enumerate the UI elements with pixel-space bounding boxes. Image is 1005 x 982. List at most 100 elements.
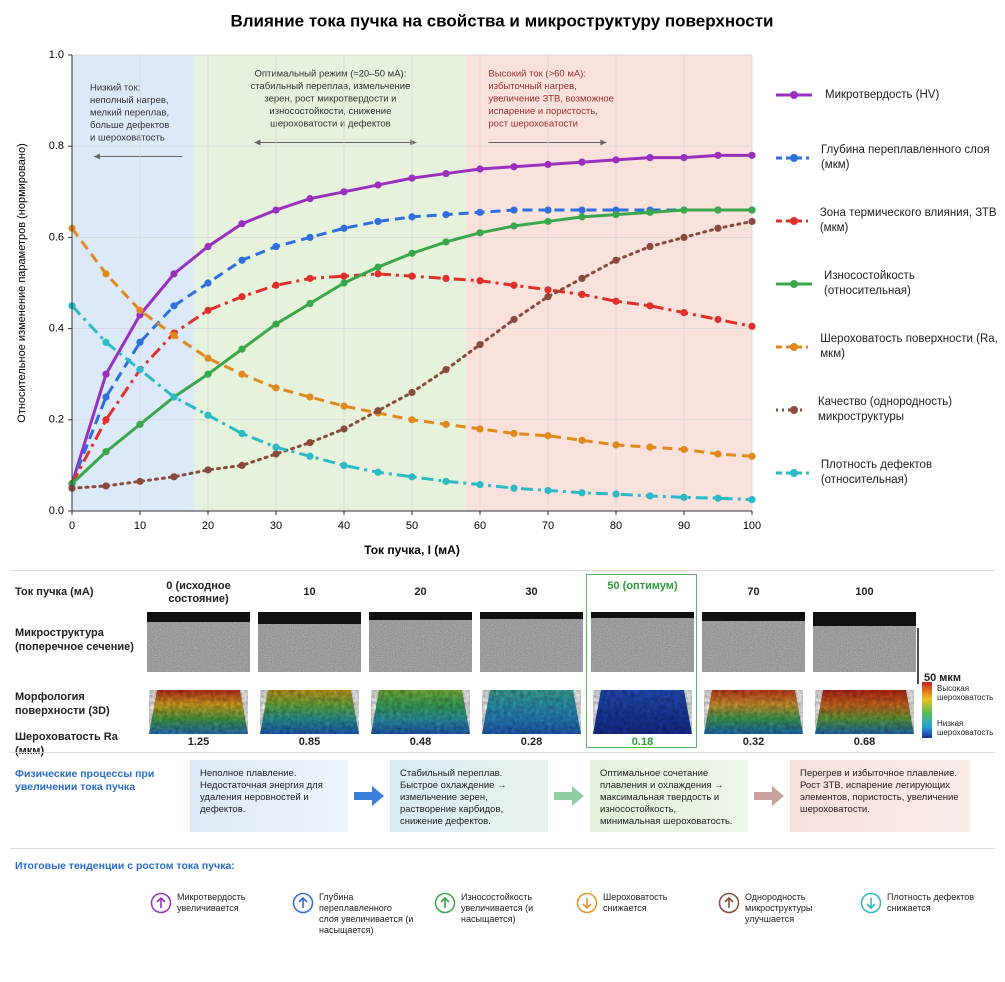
icon-arrow <box>724 896 734 908</box>
ra-value: 0.18 <box>631 736 654 748</box>
y-tick-label: 0.2 <box>49 414 64 426</box>
data-point <box>102 370 110 378</box>
data-point <box>544 206 552 214</box>
micro-noise <box>591 612 694 672</box>
data-point <box>340 425 348 433</box>
ra-value: 0.32 <box>742 736 765 748</box>
legend-item: Износостойкость (относительная) <box>775 264 1000 304</box>
data-point <box>408 213 416 221</box>
data-point <box>170 331 178 340</box>
legend-item: Глубина переплавленного слоя (мкм) <box>775 138 1000 178</box>
data-point <box>374 407 382 415</box>
micro-top <box>147 612 250 622</box>
region-note: рост шероховатости <box>488 119 578 130</box>
data-point <box>544 293 552 301</box>
data-point <box>272 242 280 251</box>
arrow-shape <box>354 786 384 806</box>
data-point <box>306 274 314 283</box>
morphology-image <box>482 690 581 734</box>
data-point <box>612 211 620 219</box>
icon-arrow <box>298 896 308 908</box>
morphology-image <box>260 690 359 734</box>
data-point <box>374 270 382 278</box>
column-header: 0 (исходное состояние) <box>166 580 231 605</box>
data-point <box>408 272 416 280</box>
colorbar-rect <box>922 682 932 738</box>
y-tick-label: 0.4 <box>49 323 64 335</box>
data-point <box>578 489 586 497</box>
colorbar-low: Низкая шероховатость <box>937 719 994 737</box>
data-point <box>442 477 450 485</box>
legend-marker <box>790 217 798 225</box>
process-box: Перегрев и избыточное плавление. Рост ЗТ… <box>790 760 970 832</box>
data-point <box>374 263 382 271</box>
data-point <box>102 393 110 401</box>
column-header: 30 <box>525 586 538 598</box>
morph-rough <box>149 690 248 734</box>
data-point <box>374 217 382 226</box>
morph-rough <box>371 690 470 734</box>
micro-top <box>702 612 805 621</box>
trend-icon <box>434 892 456 914</box>
region-note: шероховатости и дефектов <box>270 119 391 130</box>
data-point <box>238 256 246 264</box>
arrow-shape <box>554 786 584 806</box>
region-note: стабильный переплав, измельчение <box>250 81 410 92</box>
data-point <box>204 370 212 378</box>
legend-label: Качество (однородность) микроструктуры <box>817 396 953 423</box>
data-point <box>714 450 722 458</box>
legend-item: Качество (однородность) микроструктуры <box>775 390 1000 430</box>
data-point <box>238 370 246 378</box>
data-point <box>102 416 110 424</box>
data-point <box>510 429 518 438</box>
data-point <box>680 445 688 454</box>
microstructure-image <box>369 612 472 672</box>
colorbar-high: Высокая шероховатость <box>937 684 994 702</box>
legend-marker <box>790 280 798 288</box>
x-tick-label: 10 <box>134 520 146 532</box>
arrow-head <box>94 153 100 160</box>
data-point <box>238 220 246 228</box>
morph-rough <box>704 690 803 734</box>
data-point <box>578 274 586 283</box>
ra-value: 1.25 <box>187 736 210 748</box>
data-point <box>170 270 178 278</box>
data-point <box>680 309 688 317</box>
data-point <box>544 286 552 294</box>
data-point <box>340 272 348 280</box>
data-point <box>612 256 620 264</box>
data-point <box>748 217 756 226</box>
trend-icon <box>150 892 172 914</box>
arrow-head <box>600 139 607 146</box>
legend-label: Шероховатость поверхности (Ra, мкм) <box>820 333 998 360</box>
data-point <box>646 242 654 251</box>
series-line <box>70 304 753 502</box>
data-point <box>748 452 756 460</box>
x-tick-label: 80 <box>610 520 622 532</box>
data-point <box>272 281 280 289</box>
data-point <box>680 233 688 241</box>
data-point <box>204 306 212 314</box>
data-point <box>442 211 450 219</box>
micro-noise <box>702 612 805 672</box>
icon-circle <box>576 892 598 914</box>
column-header: 10 <box>303 586 316 598</box>
data-point <box>748 206 756 214</box>
process-box: Стабильный переплав. Быстрое охлаждение … <box>390 760 548 832</box>
legend-item: Микротвердость (HV) <box>775 75 1000 115</box>
data-point <box>476 208 484 216</box>
data-point <box>544 432 552 440</box>
separator <box>10 752 995 753</box>
ra-value: 0.28 <box>520 736 543 748</box>
data-point <box>578 213 586 221</box>
region-note: неполный нагрев, <box>90 95 169 106</box>
legend-item: Зона термического влияния, ЗТВ (мкм) <box>775 201 1000 241</box>
trend-icon <box>860 892 882 914</box>
trend-item: Микротвердость увеличивается <box>150 892 300 914</box>
region-note: Высокий ток (>60 мА): <box>488 69 586 80</box>
ra-value: 0.68 <box>853 736 876 748</box>
region-note: увеличение ЗТВ, возможное <box>488 94 614 105</box>
data-point <box>646 443 654 451</box>
trend-text: Микротвердость увеличивается <box>177 892 246 913</box>
